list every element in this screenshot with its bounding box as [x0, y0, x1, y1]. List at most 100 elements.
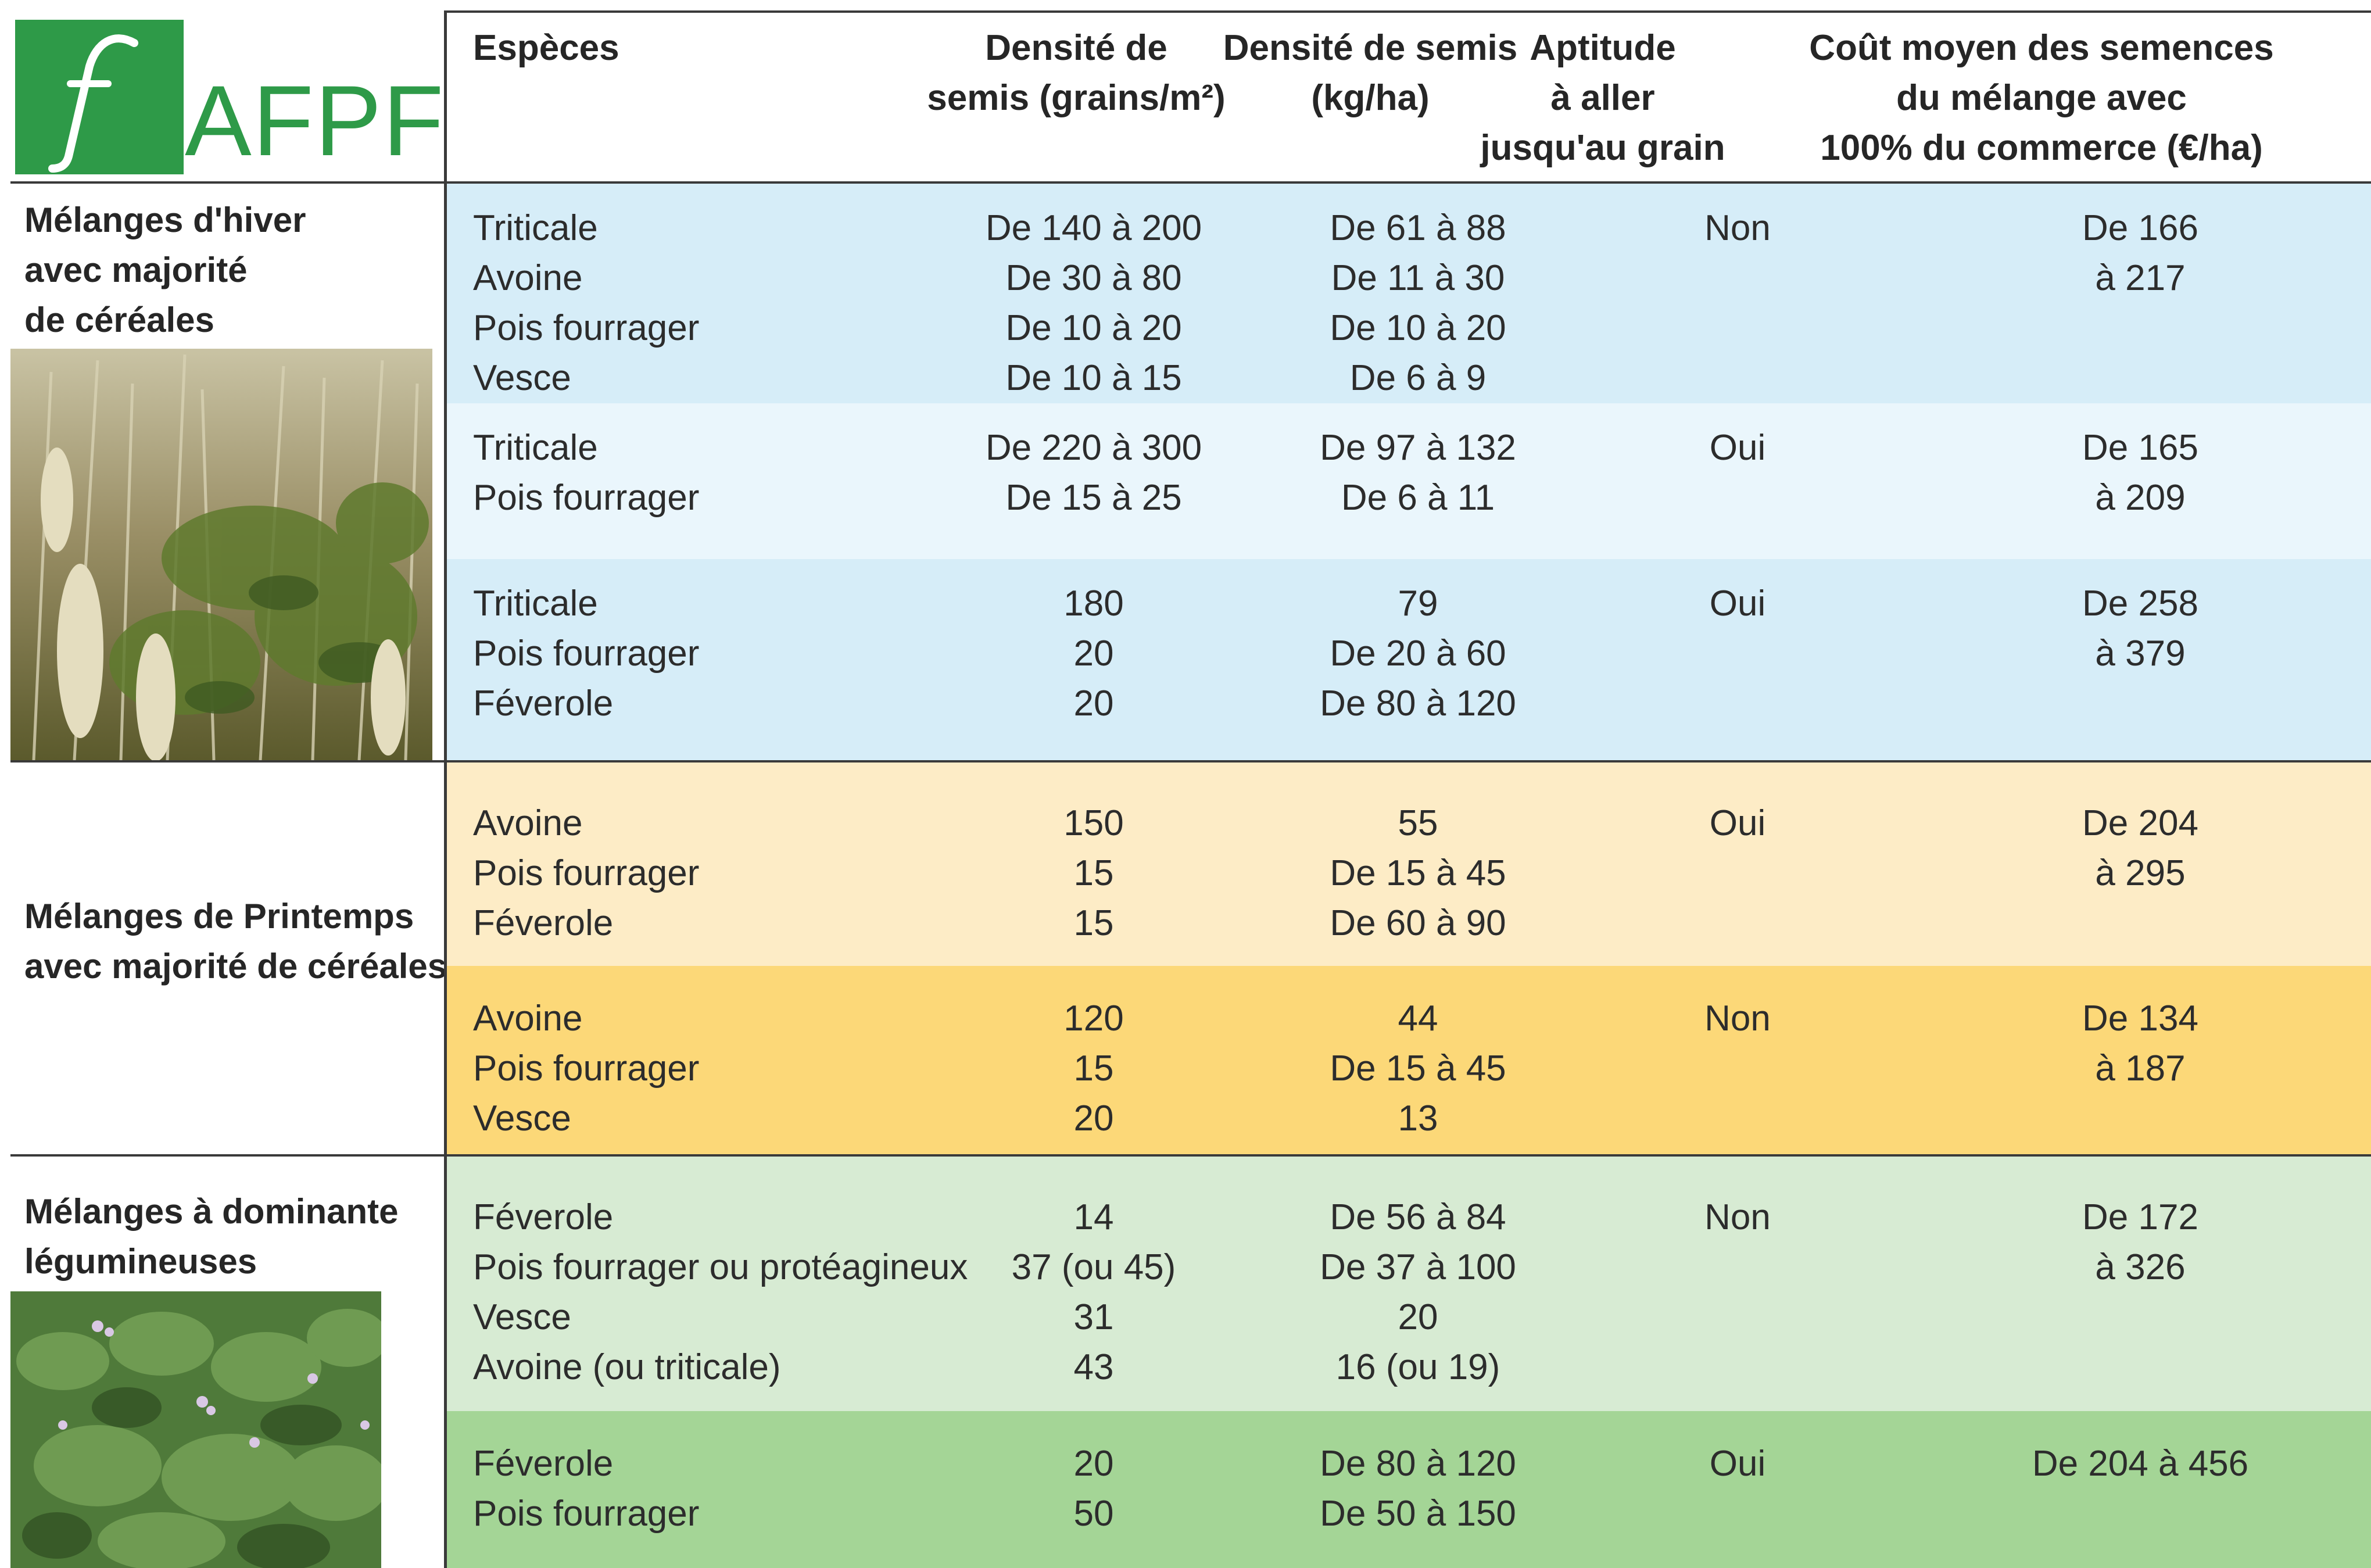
section-title-line: Mélanges de Printemps: [24, 897, 414, 936]
cell-especes: Avoine Pois fourrager Vesce: [473, 994, 699, 1144]
header-divider: [10, 181, 2371, 184]
section-title-legumineuses: Mélanges à dominante légumineuses: [24, 1187, 398, 1287]
photo-cereal-field: [10, 349, 432, 760]
cell-line: De 20 à 60: [1330, 633, 1506, 674]
header-line: Coût moyen des semences: [1809, 28, 2274, 68]
cell-line: Pois fourrager: [473, 1048, 700, 1089]
cell-grains: De 140 à 200 De 30 à 80 De 10 à 20 De 10 à …: [986, 203, 1202, 403]
cell-line: De 6 à 9: [1349, 358, 1487, 398]
cell-cout: De 134 à 187: [2082, 994, 2198, 1094]
header-line: Aptitude: [1530, 28, 1676, 68]
cell-line: De 15 à 25: [1005, 478, 1182, 518]
cell-line: 15: [1073, 903, 1114, 943]
header-line: (kg/ha): [1311, 78, 1430, 118]
cell-line: Oui: [1709, 1444, 1766, 1484]
cell-line: De 15 à 45: [1330, 853, 1506, 893]
cell-aptitude: Non: [1704, 994, 1771, 1044]
cell-line: Vesce: [473, 1297, 571, 1337]
cell-line: Pois fourrager ou protéagineux: [473, 1247, 968, 1287]
cell-line: à 209: [2095, 478, 2186, 518]
cell-line: 79: [1398, 583, 1438, 624]
section-title-hiver: Mélanges d'hiver avec majorité de céréal…: [24, 195, 306, 345]
header-especes: Espèces: [473, 0, 619, 181]
cell-line: Pois fourrager: [473, 853, 700, 893]
cell-line: 20: [1398, 1297, 1438, 1337]
cell-line: Non: [1704, 998, 1771, 1039]
header-line: semis (grains/m²): [927, 78, 1226, 118]
cell-kg: De 61 à 88 De 11 à 30 De 10 à 20 De 6 à 9: [1330, 203, 1506, 403]
cell-cout: De 204 à 295: [2082, 799, 2198, 898]
cell-line: Féverole: [473, 1197, 614, 1237]
cell-line: Pois fourrager: [473, 308, 700, 348]
header-densite-grains: Densité de semis (grains/m²): [890, 0, 1262, 181]
cell-line: De 258: [2082, 583, 2198, 624]
cell-line: De 166: [2082, 208, 2198, 248]
header-densite-kg: Densité de semis (kg/ha): [1202, 0, 1539, 181]
cell-line: De 56 à 84: [1330, 1197, 1506, 1237]
cell-especes: Avoine Pois fourrager Féverole: [473, 799, 699, 948]
cell-line: De 61 à 88: [1330, 208, 1506, 248]
cell-line: 14: [1073, 1197, 1114, 1237]
cereal-field-image: [10, 349, 432, 760]
section-title-printemps: Mélanges de Printemps avec majorité de c…: [24, 892, 447, 991]
cell-line: Pois fourrager: [473, 1494, 700, 1534]
cell-line: Triticale: [473, 428, 598, 468]
table-row: Triticale Pois fourrager De 220 à 300 De 15…: [446, 403, 2371, 559]
table-row: Avoine Pois fourrager Féverole 150 15 15 55 De …: [446, 762, 2371, 966]
cell-line: 15: [1073, 1048, 1114, 1089]
table-header: Espèces Densité de semis (grains/m²) Den…: [446, 0, 2371, 181]
cell-line: 20: [1073, 683, 1114, 724]
cell-line: De 37 à 100: [1320, 1247, 1516, 1287]
cell-especes: Féverole Pois fourrager ou protéagineux Ve…: [473, 1193, 968, 1392]
logo-f-mark: [48, 34, 138, 173]
cell-line: De 165: [2082, 428, 2198, 468]
cell-cout: De 172 à 326: [2082, 1193, 2198, 1293]
cell-line: Oui: [1709, 428, 1766, 468]
cell-cout: De 258 à 379: [2082, 579, 2198, 679]
header-aptitude: Aptitude à aller jusqu'au grain: [1440, 0, 1765, 181]
section-title-line: avec majorité: [24, 250, 248, 289]
cell-line: De 80 à 120: [1320, 1444, 1516, 1484]
top-border: [444, 10, 2371, 13]
cell-line: De 204: [2082, 803, 2198, 843]
cell-line: Vesce: [473, 358, 571, 398]
cell-line: Triticale: [473, 208, 598, 248]
cell-line: à 326: [2095, 1247, 2186, 1287]
cell-line: De 10 à 15: [1005, 358, 1182, 398]
cell-line: De 10 à 20: [1005, 308, 1182, 348]
cell-aptitude: Non: [1704, 203, 1771, 253]
cell-line: Féverole: [473, 1444, 614, 1484]
cell-line: 180: [1063, 583, 1124, 624]
cell-line: 120: [1063, 998, 1124, 1039]
cell-line: Non: [1704, 1197, 1771, 1237]
cell-cout: De 165 à 209: [2082, 423, 2198, 523]
afpf-logo: [15, 20, 184, 174]
cell-line: De 60 à 90: [1330, 903, 1506, 943]
cell-grains: 150 15 15: [1063, 799, 1123, 948]
cell-line: De 80 à 120: [1320, 683, 1516, 724]
header-line: Densité de: [985, 28, 1167, 68]
cell-grains: 20 50: [1074, 1439, 1114, 1539]
cell-line: 37 (ou 45): [1011, 1247, 1176, 1287]
photo-legume-field: [10, 1291, 381, 1568]
section-title-line: Mélanges à dominante: [24, 1192, 399, 1231]
cell-aptitude: Oui: [1710, 1439, 1765, 1489]
cell-aptitude: Oui: [1710, 579, 1765, 629]
cell-line: Avoine (ou triticale): [473, 1347, 781, 1387]
cell-line: De 50 à 150: [1320, 1494, 1516, 1534]
cell-kg: De 56 à 84 De 37 à 100 20 16 (ou 19): [1320, 1193, 1516, 1392]
cell-line: De 11 à 30: [1331, 258, 1505, 298]
cell-line: 20: [1073, 633, 1114, 674]
section-title-line: avec majorité de céréales: [24, 947, 447, 986]
table-row: Féverole Pois fourrager ou protéagineux Ve…: [446, 1157, 2371, 1411]
cell-especes: Féverole Pois fourrager: [473, 1439, 699, 1539]
cell-line: 16 (ou 19): [1335, 1347, 1500, 1387]
cell-kg: 79 De 20 à 60 De 80 à 120: [1320, 579, 1516, 729]
cell-especes: Triticale Pois fourrager Féverole: [473, 579, 699, 729]
cell-line: Oui: [1709, 583, 1766, 624]
cell-line: Avoine: [473, 803, 583, 843]
cell-line: Avoine: [473, 258, 583, 298]
header-line: du mélange avec: [1896, 78, 2187, 118]
cell-line: Pois fourrager: [473, 633, 700, 674]
